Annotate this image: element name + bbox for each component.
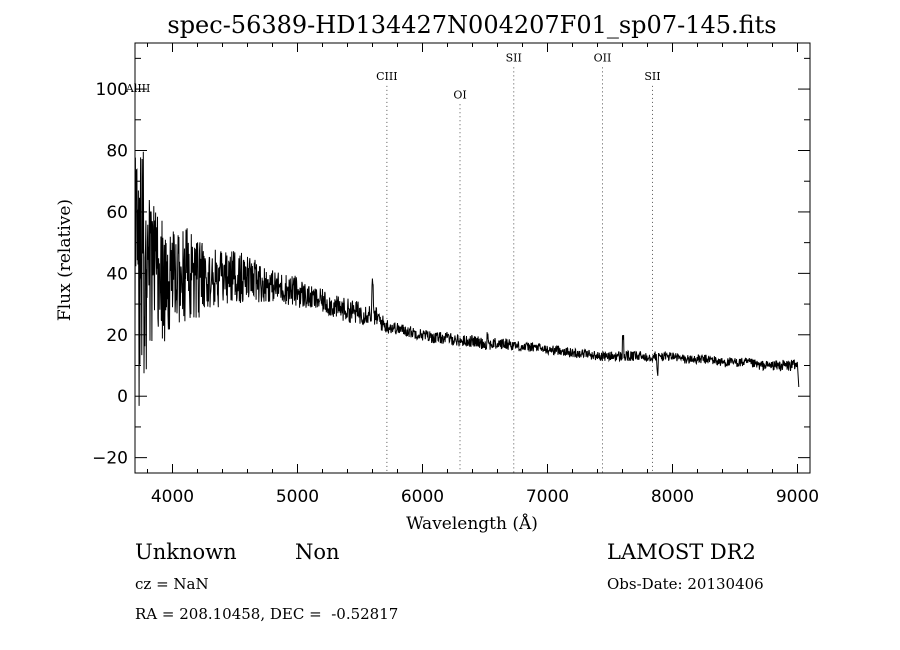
survey-label: LAMOST DR2 [607, 540, 756, 564]
obs-date-text: Obs-Date: 20130406 [607, 575, 764, 593]
line-label: CIII [376, 70, 397, 83]
x-tick-label: 8000 [651, 487, 694, 507]
x-tick-label: 9000 [776, 487, 819, 507]
x-tick-label: 7000 [526, 487, 569, 507]
x-tick-label: 6000 [401, 487, 444, 507]
y-tick-label: 20 [106, 326, 128, 346]
y-tick-label: 100 [96, 80, 128, 100]
coordinates-text: RA = 208.10458, DEC = -0.52817 [135, 605, 399, 623]
y-tick-label: −20 [92, 449, 128, 469]
y-tick-label: 0 [117, 387, 128, 407]
x-axis-label: Wavelength (Å) [406, 513, 538, 534]
line-annotations: AlIII CIII OI SII OII SII [125, 51, 661, 473]
x-tick-label: 4000 [151, 487, 194, 507]
chart-title: spec-56389-HD134427N004207F01_sp07-145.f… [167, 11, 776, 39]
y-tick-label: 60 [106, 203, 128, 223]
y-tick-label: 80 [106, 142, 128, 162]
line-label: OI [453, 88, 466, 101]
y-tick-label: 40 [106, 264, 128, 284]
line-label: AlIII [125, 82, 151, 95]
redshift-text: cz = NaN [135, 575, 209, 593]
x-tick-label: 5000 [276, 487, 319, 507]
y-axis-label: Flux (relative) [55, 199, 75, 321]
line-label: SII [644, 70, 660, 83]
line-label: SII [506, 51, 522, 64]
plot-axes: 4000 5000 6000 7000 8000 9000 −20 0 20 40 60 80 100 [92, 42, 819, 507]
spectrum-series-line [134, 151, 800, 406]
line-label: OII [594, 51, 612, 64]
plot-frame [134, 42, 811, 474]
subclass-label: Non [295, 540, 340, 564]
class-label: Unknown [135, 540, 237, 564]
